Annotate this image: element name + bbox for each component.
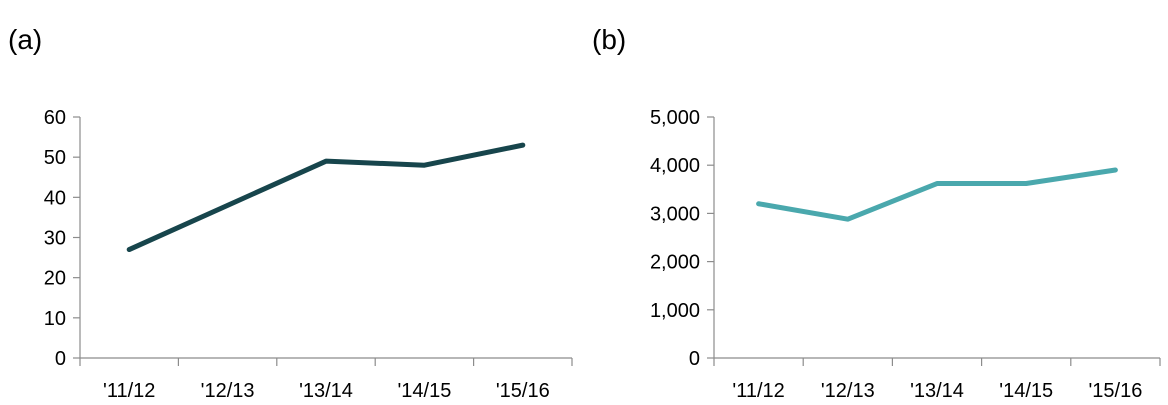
- y-tick-label-b: 2,000: [650, 252, 700, 274]
- x-tick-label-a: '12/13: [201, 380, 255, 402]
- y-tick-label-a: 30: [44, 228, 66, 250]
- y-tick-label-a: 40: [44, 187, 66, 209]
- y-tick-label-b: 4,000: [650, 155, 700, 177]
- x-tick-label-b: '14/15: [999, 380, 1053, 402]
- x-tick-label-a: '11/12: [103, 380, 155, 402]
- x-tick-label-a: '14/15: [397, 380, 451, 402]
- y-tick-label-a: 10: [44, 308, 66, 330]
- y-tick-label-a: 60: [44, 107, 66, 129]
- y-tick-label-a: 50: [44, 147, 66, 169]
- y-tick-label-b: 1,000: [650, 300, 700, 322]
- x-tick-label-b: '11/12: [732, 380, 784, 402]
- series-line-b: [756, 167, 1118, 222]
- x-tick-label-a: '15/16: [496, 380, 550, 402]
- panel-a-label: (a): [8, 24, 43, 55]
- y-tick-label-b: 3,000: [650, 203, 700, 225]
- x-tick-label-b: '15/16: [1088, 380, 1142, 402]
- y-tick-label-b: 5,000: [650, 107, 700, 129]
- y-tick-label-b: 0: [689, 348, 700, 370]
- y-tick-label-a: 20: [44, 268, 66, 290]
- x-tick-label-b: '12/13: [821, 380, 875, 402]
- panel-b-label: (b): [592, 24, 627, 55]
- y-tick-label-a: 0: [55, 348, 66, 370]
- x-tick-label-a: '13/14: [299, 380, 353, 402]
- series-line-a: [126, 142, 526, 253]
- x-tick-label-b: '13/14: [910, 380, 964, 402]
